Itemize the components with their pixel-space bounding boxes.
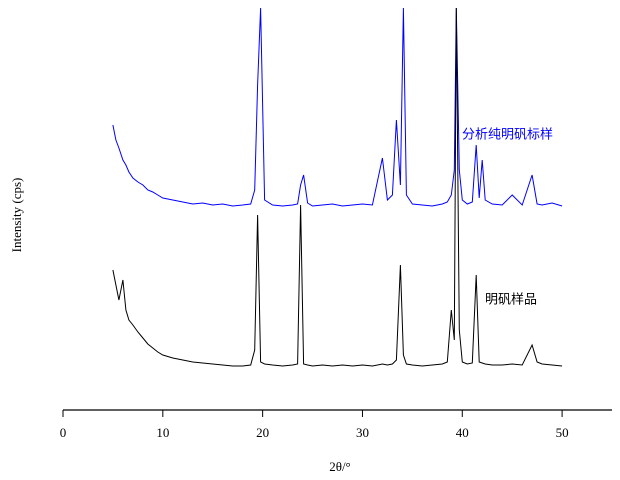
x-tick-label: 50 bbox=[556, 425, 569, 440]
series-line bbox=[112, 7, 563, 367]
series-line bbox=[112, 7, 563, 207]
x-tick-label: 10 bbox=[156, 425, 169, 440]
x-tick-label: 20 bbox=[256, 425, 269, 440]
x-tick-label: 30 bbox=[356, 425, 369, 440]
x-tick-label: 40 bbox=[456, 425, 469, 440]
series-label: 分析纯明矾标样 bbox=[462, 128, 553, 143]
series-label: 明矾样品 bbox=[485, 293, 537, 308]
x-tick-label: 0 bbox=[60, 425, 67, 440]
y-axis-label: Intensity (cps) bbox=[9, 178, 24, 253]
x-axis-label: 2θ/° bbox=[329, 459, 351, 474]
